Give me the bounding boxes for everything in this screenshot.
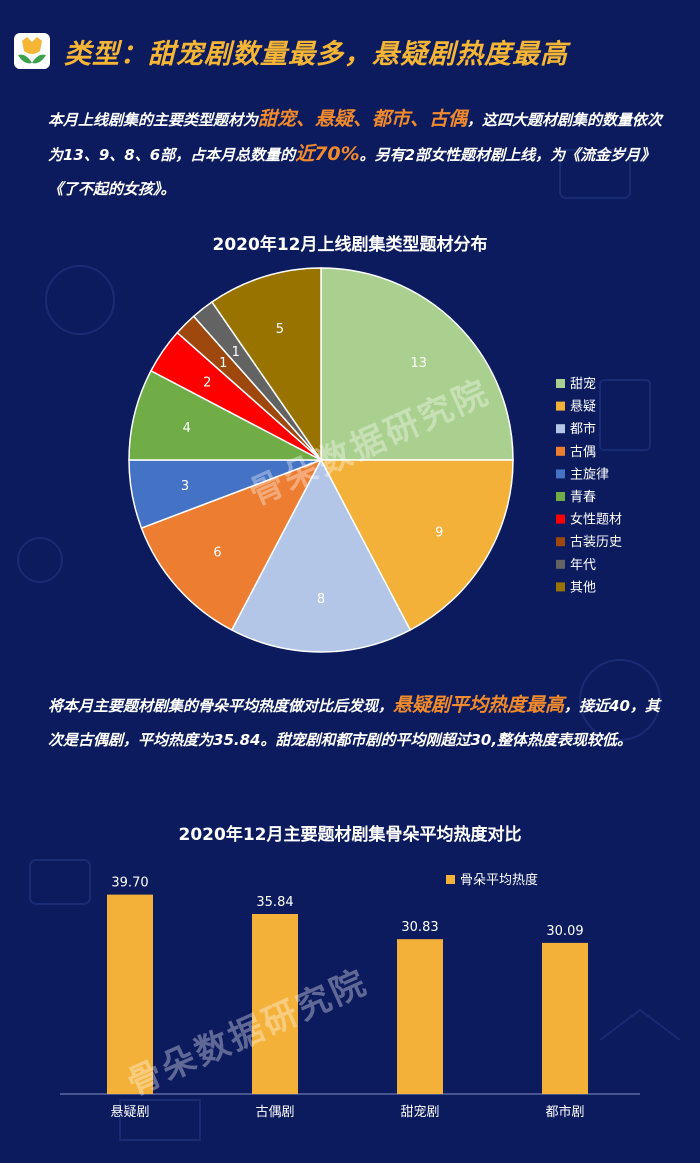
bar-data-label-0: 39.70 — [111, 876, 148, 891]
tulip-logo-icon — [14, 33, 50, 69]
pie-data-label-0: 13 — [410, 356, 427, 371]
bar-data-label-2: 30.83 — [401, 920, 438, 935]
highlight-genres: 甜宠、悬疑、都市、古偶 — [258, 108, 468, 130]
pie-legend-label-9: 其他 — [570, 580, 596, 595]
pie-slice-3 — [140, 458, 323, 632]
pie-legend-swatch-7 — [556, 537, 565, 547]
header: 类型：甜宠剧数量最多，悬疑剧热度最高 — [14, 28, 568, 74]
pie-slice-9 — [210, 267, 322, 463]
pie-legend-label-1: 悬疑 — [570, 399, 596, 415]
highlight-suspense: 悬疑剧平均热度最高 — [393, 694, 565, 716]
bar-chart: 39.70 悬疑剧 35.84 古偶剧 30.83 甜宠剧 30.09 都市剧 骨朵平均热度 — [60, 872, 640, 1120]
pie-data-label-1: 9 — [435, 526, 443, 541]
pie-data-label-3: 6 — [213, 546, 221, 561]
pie-legend-label-2: 都市 — [570, 421, 596, 437]
pie-slice-0 — [320, 267, 514, 461]
bar-category-label-0: 悬疑剧 — [110, 1104, 149, 1120]
bar-chart-title: 2020年12月主要题材剧集骨朵平均热度对比 — [178, 825, 522, 845]
pie-legend-swatch-2 — [556, 424, 565, 434]
bar-0 — [107, 894, 153, 1094]
highlight-percent: 近70% — [295, 143, 360, 165]
pie-legend-label-3: 古偶 — [570, 445, 596, 460]
bar-category-label-1: 古偶剧 — [255, 1105, 294, 1120]
bar-3 — [542, 942, 588, 1094]
bar-data-label-1: 35.84 — [256, 895, 293, 910]
pie-legend-swatch-4 — [556, 469, 565, 479]
pie-legend-label-5: 青春 — [570, 490, 596, 505]
pie-legend-label-7: 古装历史 — [570, 535, 622, 550]
pie-legend-label-4: 主旋律 — [570, 467, 609, 482]
pie-slice-5 — [128, 369, 322, 461]
analysis-paragraph: 将本月主要题材剧集的骨朵平均热度做对比后发现，悬疑剧平均热度最高，接近40，其次… — [48, 694, 660, 749]
bar-data-label-3: 30.09 — [546, 924, 583, 939]
pie-data-label-9: 5 — [276, 322, 284, 337]
pie-data-label-7: 1 — [219, 356, 227, 371]
pie-legend-label-8: 年代 — [570, 558, 596, 573]
pie-slice-1 — [319, 459, 514, 632]
bar-legend-label: 骨朵平均热度 — [460, 872, 538, 888]
pie-legend-label-6: 女性题材 — [570, 512, 622, 528]
bar-2 — [397, 939, 443, 1094]
page-title: 类型：甜宠剧数量最多，悬疑剧热度最高 — [64, 38, 568, 70]
bar-1 — [252, 914, 298, 1094]
pie-legend-swatch-6 — [556, 514, 565, 524]
pie-legend-swatch-9 — [556, 582, 565, 592]
summary-paragraph: 本月上线剧集的主要类型题材为甜宠、悬疑、都市、古偶，这四大题材剧集的数量依次为1… — [48, 108, 663, 198]
pie-data-label-2: 8 — [317, 592, 325, 607]
pie-chart-title: 2020年12月上线剧集类型题材分布 — [212, 235, 488, 255]
pie-legend-label-0: 甜宠 — [570, 376, 596, 392]
pie-legend-swatch-5 — [556, 492, 565, 501]
pie-legend-swatch-0 — [556, 379, 565, 388]
pie-legend-swatch-3 — [556, 446, 565, 456]
bar-category-label-3: 都市剧 — [545, 1104, 584, 1120]
pie-legend-swatch-1 — [556, 401, 565, 411]
bar-category-label-2: 甜宠剧 — [400, 1104, 439, 1120]
bar-legend-swatch — [446, 875, 455, 884]
pie-data-label-5: 4 — [183, 421, 191, 436]
pie-data-label-8: 1 — [232, 345, 240, 360]
pie-data-label-4: 3 — [181, 479, 189, 494]
pie-slice-2 — [230, 458, 412, 653]
pie-legend-swatch-8 — [556, 559, 565, 569]
pie-data-label-6: 2 — [203, 375, 211, 390]
